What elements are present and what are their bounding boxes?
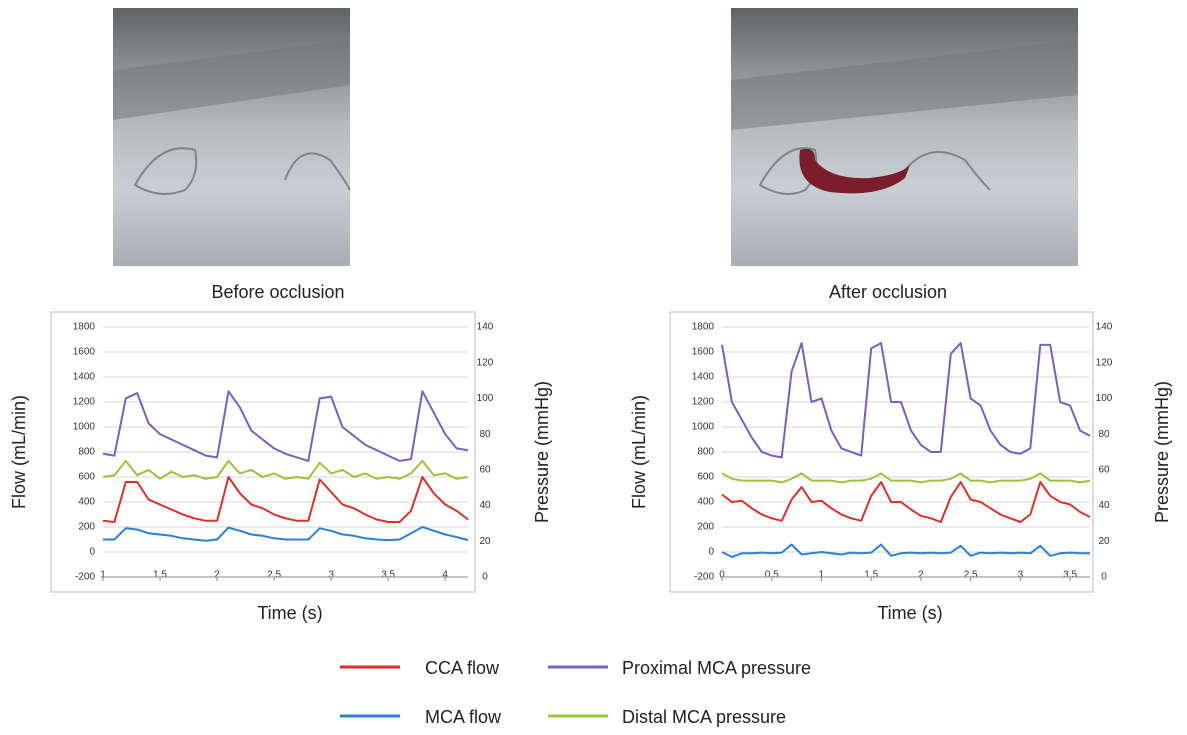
caption: Before occlusion	[211, 282, 344, 302]
y2-tick-label: 140	[477, 322, 494, 333]
y2-tick-label: 140	[1096, 322, 1113, 333]
x-tick-label: 1.5	[153, 570, 167, 581]
legend-label: Proximal MCA pressure	[622, 658, 811, 678]
series-line	[721, 481, 1091, 523]
y-tick-label: 800	[697, 447, 714, 458]
y2-tick-label: 20	[1098, 536, 1110, 547]
x-tick-label: 0	[719, 570, 725, 581]
y-tick-label: -200	[694, 572, 714, 583]
y-tick-label: -200	[75, 572, 95, 583]
y2-tick-label: 0	[1101, 572, 1107, 583]
photo-after	[731, 8, 1078, 266]
series-line	[721, 472, 1091, 484]
y2-tick-label: 80	[1098, 429, 1110, 440]
y2-tick-label: 60	[479, 464, 491, 475]
series-line	[103, 526, 469, 542]
y2-tick-label: 40	[479, 500, 491, 511]
legend-label: Distal MCA pressure	[622, 707, 786, 727]
x-tick-label: 3.5	[381, 570, 395, 581]
y2-tick-label: 120	[1096, 357, 1113, 368]
y-tick-label: 800	[78, 447, 95, 458]
x-axis-title: Time (s)	[877, 603, 942, 623]
y-tick-label: 600	[78, 472, 95, 483]
y2-tick-label: 100	[1096, 393, 1113, 404]
y2-tick-label: 120	[477, 357, 494, 368]
y2-tick-label: 80	[479, 429, 491, 440]
x-tick-label: 4	[442, 570, 448, 581]
series-line	[721, 342, 1091, 459]
y-tick-label: 200	[697, 522, 714, 533]
y-axis-title: Flow (mL/min)	[629, 395, 649, 509]
y-tick-label: 1400	[692, 372, 715, 383]
x-tick-label: 3	[1018, 570, 1024, 581]
legend-label: CCA flow	[425, 658, 500, 678]
y-tick-label: 1200	[692, 397, 715, 408]
y-tick-label: 1600	[692, 347, 715, 358]
y-tick-label: 400	[697, 497, 714, 508]
x-tick-label: 3	[328, 570, 334, 581]
y-tick-label: 1200	[73, 397, 96, 408]
y-tick-label: 1800	[692, 322, 715, 333]
legend-label: MCA flow	[425, 707, 502, 727]
y2-tick-label: 0	[482, 572, 488, 583]
y-tick-label: 1400	[73, 372, 96, 383]
y-tick-label: 0	[708, 547, 714, 558]
x-tick-label: 1	[100, 570, 106, 581]
x-tick-label: 0.5	[765, 570, 779, 581]
photo-before	[113, 8, 351, 266]
y-tick-label: 1000	[692, 422, 715, 433]
series-line	[102, 476, 469, 523]
x-tick-label: 3.5	[1063, 570, 1077, 581]
y-tick-label: 1000	[73, 422, 96, 433]
x-tick-label: 1	[819, 570, 825, 581]
x-tick-label: 2	[214, 570, 220, 581]
series-line	[721, 543, 1090, 558]
x-axis-title: Time (s)	[257, 603, 322, 623]
y-tick-label: 1600	[73, 347, 96, 358]
x-tick-label: 1.5	[864, 570, 878, 581]
series-line	[102, 390, 469, 462]
caption: After occlusion	[829, 282, 947, 302]
y2-axis-title: Pressure (mmHg)	[1152, 381, 1172, 523]
y-tick-label: 1800	[73, 322, 96, 333]
series-line	[102, 459, 469, 480]
y2-tick-label: 60	[1098, 464, 1110, 475]
y2-tick-label: 100	[477, 393, 494, 404]
y-tick-label: 200	[78, 522, 95, 533]
x-tick-label: 2.5	[267, 570, 281, 581]
y-tick-label: 0	[89, 547, 95, 558]
x-tick-label: 2.5	[964, 570, 978, 581]
y2-tick-label: 40	[1098, 500, 1110, 511]
x-tick-label: 2	[918, 570, 924, 581]
y2-axis-title: Pressure (mmHg)	[532, 381, 552, 523]
y-tick-label: 400	[78, 497, 95, 508]
y2-tick-label: 20	[479, 536, 491, 547]
y-tick-label: 600	[697, 472, 714, 483]
y-axis-title: Flow (mL/min)	[9, 395, 29, 509]
